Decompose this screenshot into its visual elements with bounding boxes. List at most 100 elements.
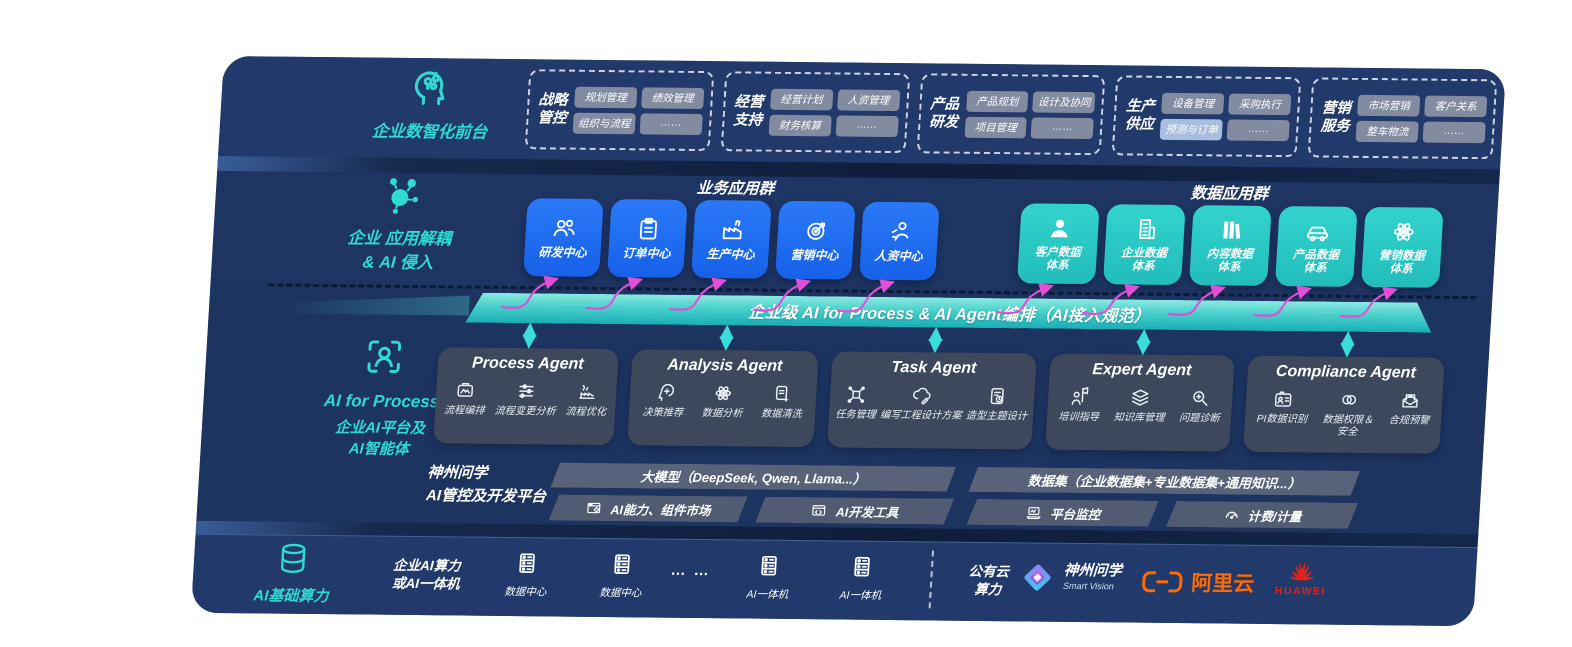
agent-item: 编写工程设计方案 [880,384,964,423]
module-chip: 财务核算 [768,114,832,136]
clipboard-icon [634,215,663,242]
app-card: 人资中心 [859,201,940,281]
module-chip: 整车物流 [1355,120,1419,143]
agent-items: 流程编排 流程变更分析 流程优化 [440,379,612,418]
model-tools-row: AI能力、组件市场 AI开发工具 [549,494,955,524]
car-icon [1303,217,1332,244]
group-chips: 经营计划 人资管理 财务核算…… [768,88,900,137]
optimize-icon [575,381,598,403]
server-icon [608,551,636,577]
business-app-cards: 研发中心 订单中心 生产中心 营销中心 人资中心 [523,198,940,281]
ai-platform-band: 企业级 AI for Process & AI Agent编排（AI接入规范） … [196,282,1493,535]
server-icon [755,553,783,579]
agent-box: Analysis Agent 决策推荐 数据分析 数据清洗 [627,349,819,448]
ai-platform-label-block: AI for Process 企业AI平台及 AI智能体 [286,334,477,461]
app-card-label: 产品数据 体系 [1292,248,1340,275]
module-chip: …… [1031,116,1095,139]
front-stage-band: 企业数智化前台 战略 管控 规划管理 绩效管理 组织与流程…… 经营 支持 经营计划 人资管… [218,56,1506,170]
content-icon [1217,216,1246,243]
app-card: 企业数据 体系 [1102,204,1186,286]
cloud-design-icon [910,384,933,406]
agent-title: Task Agent [890,359,977,377]
agent-item: PI数据识别 [1256,388,1309,426]
flow-orchestration-icon [454,379,477,401]
infra-label: AI基础算力 [252,587,329,606]
agent-item: 合规预警 [1388,389,1431,427]
alicloud-logo-icon [1141,570,1184,594]
vendor-smartvision: 神州问学 Smart Vision [1018,559,1122,596]
module-chip: 产品规划 [965,90,1029,112]
module-chip: …… [835,114,899,137]
app-card-label: 生产中心 [706,247,755,262]
agent-item: 造型主题设计 [965,385,1028,423]
agent-item: 任务管理 [835,383,878,421]
id-card-icon [1271,388,1294,410]
vendor-alicloud: 阿里云 [1140,567,1255,598]
agent-item: 流程优化 [565,381,608,419]
app-card-label: 人资中心 [874,248,923,264]
vendor-name: 阿里云 [1190,572,1255,596]
module-chip: 设计及协同 [1032,90,1096,113]
vendor-name: HUAWEI [1274,585,1327,598]
agent-title: Process Agent [471,354,585,373]
agent-item-label: 编写工程设计方案 [879,409,962,422]
platform-tool-cell: 平台监控 [967,499,1159,527]
agent-box: Expert Agent 培训指导 知识库管理 问题诊断 [1045,353,1235,452]
module-chip: …… [1422,121,1486,143]
app-card: 研发中心 [523,198,604,277]
module-chip: 设备管理 [1161,92,1225,114]
platform-tool-label: AI开发工具 [835,504,899,520]
vendor-subname: Smart Vision [1062,580,1115,592]
app-card-label: 客户数据 体系 [1034,246,1082,272]
vertical-divider [928,550,935,609]
agent-items: PI数据识别 数据权限＆ 安全 合规预警 [1249,388,1438,439]
knowledge-layers-icon [1129,387,1152,409]
front-stage-label: 企业数智化前台 [371,122,488,142]
atom-icon [1389,218,1418,245]
front-stage-group: 战略 管控 规划管理 绩效管理 组织与流程…… [524,69,715,152]
platform-tool-cell: AI能力、组件市场 [549,494,748,522]
database-icon [274,541,312,577]
orchestration-ribbon: 企业级 AI for Process & AI Agent编排（AI接入规范） [465,293,1433,333]
app-card-label: 订单中心 [622,246,671,261]
server-icon [513,550,541,576]
business-apps-title: 业务应用群 [696,179,775,198]
app-card-label: 营销数据 体系 [1378,249,1426,276]
enterprise-compute-label: 企业AI算力 或AI一体机 [391,557,462,592]
vendor-huawei: HUAWEI [1274,554,1328,598]
front-stage-group: 经营 支持 经营计划 人资管理 财务核算…… [720,71,910,154]
group-chips: 设备管理 采购执行 预测与订单…… [1159,92,1292,141]
app-card: 产品数据 体系 [1274,206,1358,287]
infra-node-label: 数据中心 [598,586,642,600]
agent-items: 任务管理 编写工程设计方案 造型主题设计 [834,383,1030,423]
agent-item: 决策推荐 [642,381,685,419]
app-layer-label: 企业 应用解耦 & AI 侵入 [346,229,452,273]
app-card: 营销中心 [775,200,856,280]
scan-person-icon [361,334,408,378]
data-tools-row: 平台监控 计费/计量 [967,499,1359,529]
agent-item: 数据分析 [701,382,744,420]
module-chip: …… [1226,119,1291,141]
agent-item-label: 培训指导 [1057,411,1100,424]
platform-label: 神州问学 AI管控及开发平台 [425,464,547,505]
platform-tool-label: 计费/计量 [1247,509,1302,524]
app-card: 订单中心 [607,199,688,278]
sliders-icon [515,380,538,402]
infra-band: AI基础算力 企业AI算力 或AI一体机 数据中心 数据中心 … … AI一体机 AI一… [190,533,1478,627]
module-chip: 组织与流程 [572,112,636,134]
agent-item: 知识库管理 [1113,386,1166,424]
module-chip: …… [639,112,703,135]
clean-icon [771,383,794,405]
app-card: 内容数据 体系 [1188,205,1272,286]
platform-tool-label: 平台监控 [1049,507,1101,522]
brain-circuit-icon [408,64,457,110]
component-market-icon [585,499,603,516]
platform-tool-cell: 计费/计量 [1166,501,1358,529]
target-icon [802,217,831,244]
public-cloud-label: 公有云 算力 [968,563,1010,598]
agent-item-label: 数据权限＆ 安全 [1322,414,1374,438]
infra-node-label: AI一体机 [839,589,882,602]
application-band: 企业 应用解耦 & AI 侵入 业务应用群 数据应用群 研发中心 订单中心 生产中心… [210,170,1500,297]
front-stage-label-block: 企业数智化前台 [347,63,516,143]
